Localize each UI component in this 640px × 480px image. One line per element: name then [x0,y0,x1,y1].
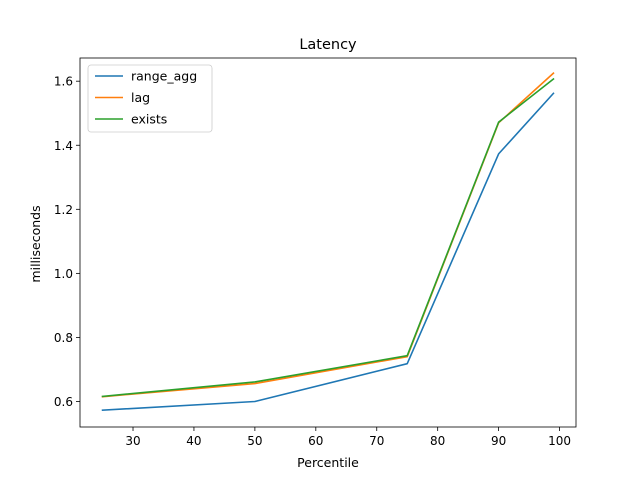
plot-area: 30 40 50 60 70 80 90 100 0.6 0.8 1.0 1.2 1.4 1.6 [54,57,577,448]
series-line-range_agg [101,92,555,411]
x-tick-label-100: 100 [548,434,571,448]
y-tick-label-3: 1.2 [54,203,73,217]
legend-label-lag: lag [131,90,150,105]
x-tick-label-70: 70 [369,434,384,448]
x-tick-label-90: 90 [491,434,506,448]
y-axis-label: milliseconds [28,205,43,282]
y-tick-label-1: 0.8 [54,331,73,345]
x-tick-label-40: 40 [186,434,201,448]
chart-title: Latency [299,37,357,53]
y-tick-label-4: 1.4 [54,139,73,153]
series-line-exists [101,77,555,398]
axes-frame [79,57,577,428]
legend-box [87,64,213,133]
series-line-lag [101,72,555,398]
legend-label-range_agg: range_agg [131,69,197,84]
x-axis-label: Percentile [297,455,359,470]
x-tick-label-50: 50 [247,434,262,448]
x-tick-label-30: 30 [125,434,140,448]
x-tick-label-80: 80 [430,434,445,448]
y-tick-label-5: 1.6 [54,75,73,89]
y-tick-label-2: 1.0 [54,267,73,281]
y-tick-label-0: 0.6 [54,395,73,409]
legend-label-exists: exists [131,112,167,127]
x-tick-label-60: 60 [308,434,323,448]
